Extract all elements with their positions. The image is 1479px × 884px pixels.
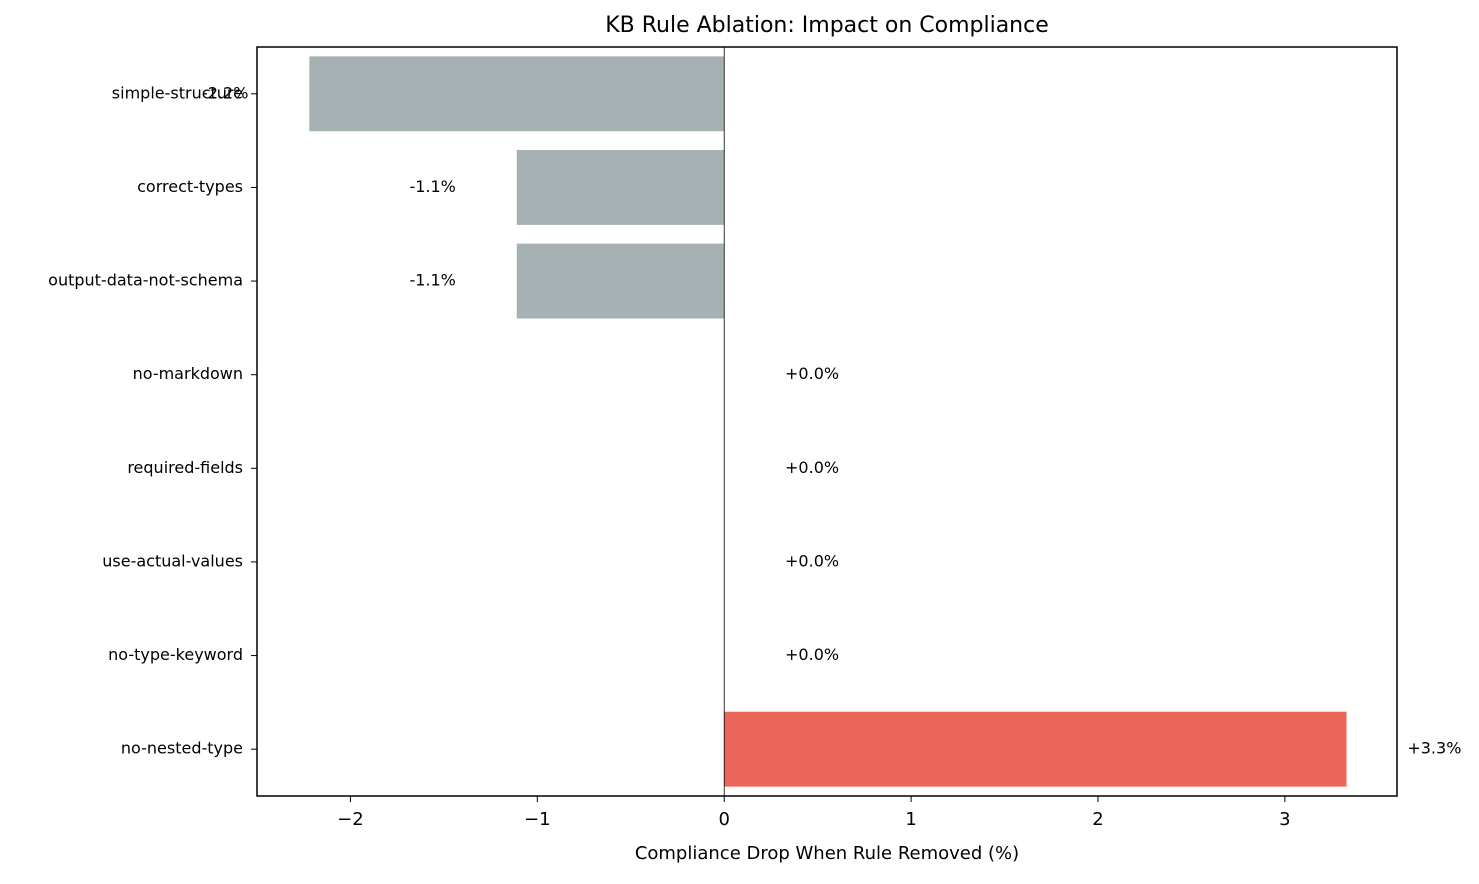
x-tick-label: 1	[905, 809, 916, 830]
y-tick-label: no-type-keyword	[108, 645, 243, 664]
bar	[516, 243, 725, 319]
x-tick-label: 3	[1279, 809, 1290, 830]
value-label: +0.0%	[785, 645, 839, 664]
value-label: -1.1%	[409, 177, 455, 196]
x-axis-label: Compliance Drop When Rule Removed (%)	[635, 843, 1019, 864]
y-tick-label: correct-types	[137, 177, 243, 196]
x-tick-label: −1	[524, 809, 551, 830]
bar	[724, 711, 1347, 787]
y-tick-label: required-fields	[127, 458, 243, 477]
value-label: +0.0%	[785, 458, 839, 477]
value-label: +0.0%	[785, 551, 839, 570]
x-tick-label: 2	[1092, 809, 1103, 830]
value-label: -2.2%	[202, 83, 248, 102]
chart-title: KB Rule Ablation: Impact on Compliance	[605, 13, 1049, 38]
y-tick-label: no-markdown	[133, 364, 243, 383]
y-tick-label: simple-structure	[112, 83, 243, 102]
value-label: -1.1%	[409, 271, 455, 290]
plot-frame	[256, 46, 1398, 797]
bar	[516, 149, 725, 225]
x-tick-label: −2	[337, 809, 364, 830]
y-tick-label: output-data-not-schema	[48, 271, 243, 290]
y-tick-label: no-nested-type	[121, 739, 243, 758]
y-tick-label: use-actual-values	[102, 551, 243, 570]
value-label: +0.0%	[785, 364, 839, 383]
value-label: +3.3%	[1407, 739, 1461, 758]
x-tick-label: 0	[718, 809, 729, 830]
bar	[309, 56, 725, 132]
